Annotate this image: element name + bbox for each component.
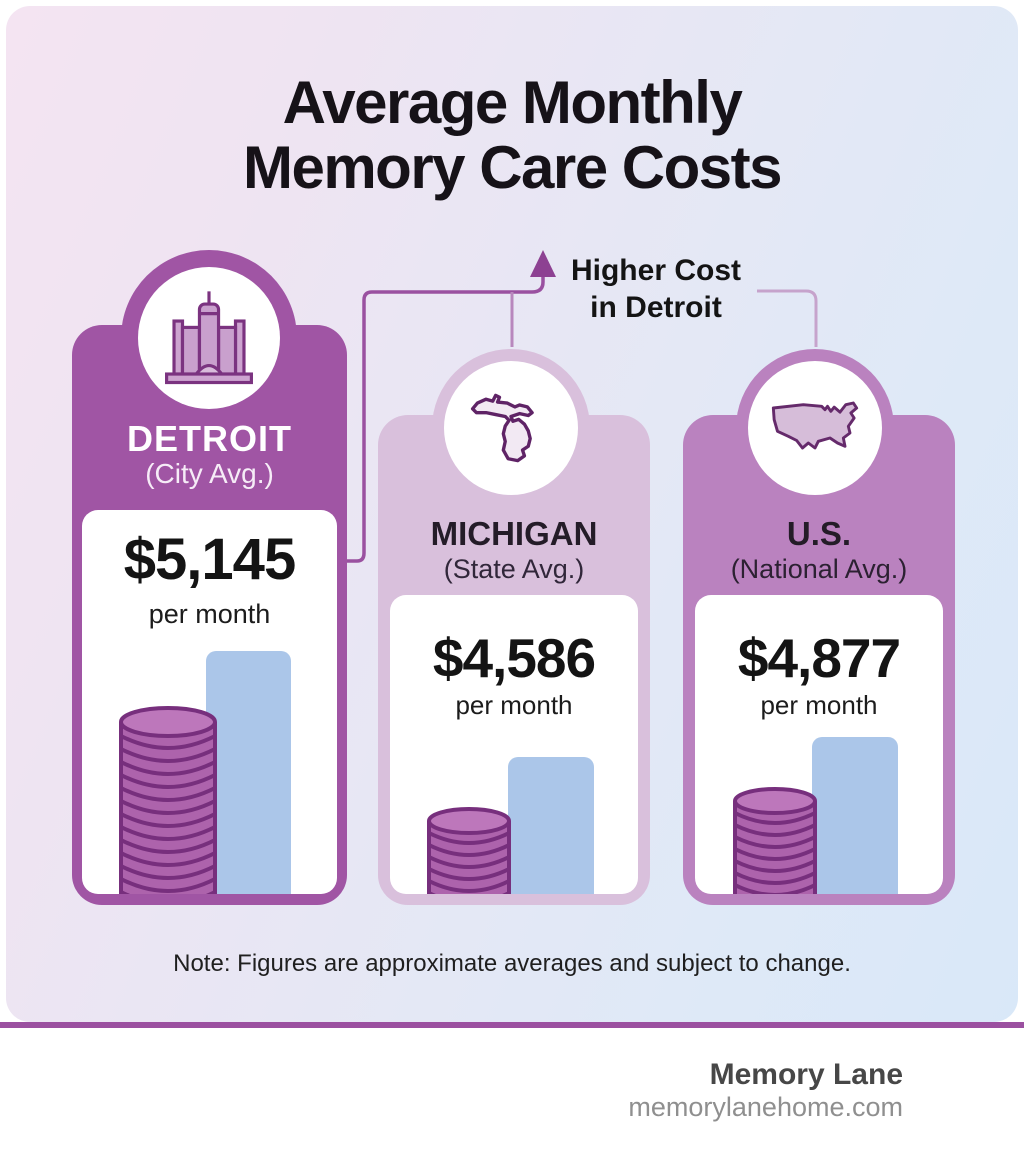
michigan-bar-illustration [508,757,594,894]
card-michigan-name: MICHIGAN [430,515,598,552]
card-detroit-per-month: per month [148,599,271,629]
card-michigan-body: MICHIGAN (State Avg.) $4,586 per month [378,415,650,905]
detroit-coin-stack-illustration [119,706,217,894]
card-michigan-subtitle: (State Avg.) [443,554,585,584]
card-detroit-body: DETROIT (City Avg.) $5,145 per month [72,325,347,905]
card-us-name: U.S. [786,515,852,552]
card-michigan-per-month: per month [455,690,573,720]
footnote: Note: Figures are approximate averages a… [173,950,851,977]
michigan-icon-circle [444,361,578,495]
divider-line [0,1022,1024,1028]
card-detroit-subtitle: (City Avg.) [145,458,274,489]
card-us-body: U.S. (National Avg.) $4,877 per month [683,415,955,905]
us-map-icon [771,401,859,450]
footer: Memory Lane memorylanehome.com [0,1058,903,1123]
page-title: Average Monthly Memory Care Costs [0,70,1024,200]
card-detroit-name: DETROIT [127,418,292,459]
up-arrow-icon [530,250,556,277]
card-michigan-price: $4,586 [432,627,596,689]
brand-website: memorylanehome.com [628,1092,903,1122]
card-us-value-panel: $4,877 per month [695,595,943,894]
us-coin-stack-illustration [733,787,817,894]
higher-cost-annotation: Higher Cost in Detroit [530,252,782,326]
card-us-per-month: per month [760,690,878,720]
michigan-coin-stack-illustration [427,807,511,894]
michigan-state-icon [470,393,534,463]
detroit-bar-illustration [206,651,291,894]
detroit-to-arrow-line [347,276,545,563]
title-line-1: Average Monthly [282,69,743,136]
annotation-line-1: Higher Cost [570,254,741,287]
title-line-2: Memory Care Costs [242,134,783,201]
brand-name: Memory Lane [709,1058,903,1091]
card-us-subtitle: (National Avg.) [730,554,908,584]
annotation-to-us-line [757,289,818,347]
detroit-icon-circle [138,267,280,409]
annotation-line-2: in Detroit [590,291,722,324]
card-us-price: $4,877 [737,627,901,689]
card-michigan-value-panel: $4,586 per month [390,595,638,894]
us-bar-illustration [812,737,898,894]
detroit-skyline-icon [165,291,253,385]
us-icon-circle [748,361,882,495]
card-detroit-price: $5,145 [123,527,296,592]
card-detroit-value-panel: $5,145 per month [82,510,337,894]
